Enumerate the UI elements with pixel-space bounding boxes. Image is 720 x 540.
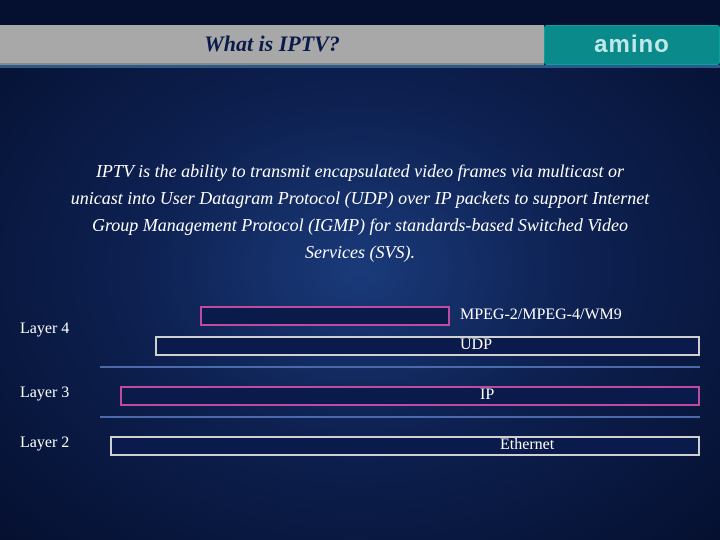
description-text: IPTV is the ability to transmit encapsul… [68, 158, 652, 266]
bar-udp-label: UDP [460, 336, 492, 354]
bar-codec-label: MPEG-2/MPEG-4/WM9 [460, 306, 622, 324]
bar-ip [120, 386, 700, 406]
bar-ip-label: IP [480, 386, 494, 404]
bar-codec [200, 306, 450, 326]
layer3-label: Layer 3 [20, 384, 69, 402]
logo-box: amino [544, 25, 720, 65]
rule-1 [100, 366, 700, 368]
slide-title: What is IPTV? [204, 31, 340, 57]
bar-eth [110, 436, 700, 456]
bar-udp [155, 336, 700, 356]
logo-text: amino [594, 31, 670, 59]
slide-header: What is IPTV? amino [0, 0, 720, 68]
bar-eth-label: Ethernet [500, 436, 554, 454]
rule-2 [100, 416, 700, 418]
layer4-label: Layer 4 [20, 320, 69, 338]
title-bar: What is IPTV? [0, 25, 544, 65]
protocol-stack-diagram: Layer 4 Layer 3 Layer 2 MPEG-2/MPEG-4/WM… [20, 306, 700, 496]
layer2-label: Layer 2 [20, 434, 69, 452]
